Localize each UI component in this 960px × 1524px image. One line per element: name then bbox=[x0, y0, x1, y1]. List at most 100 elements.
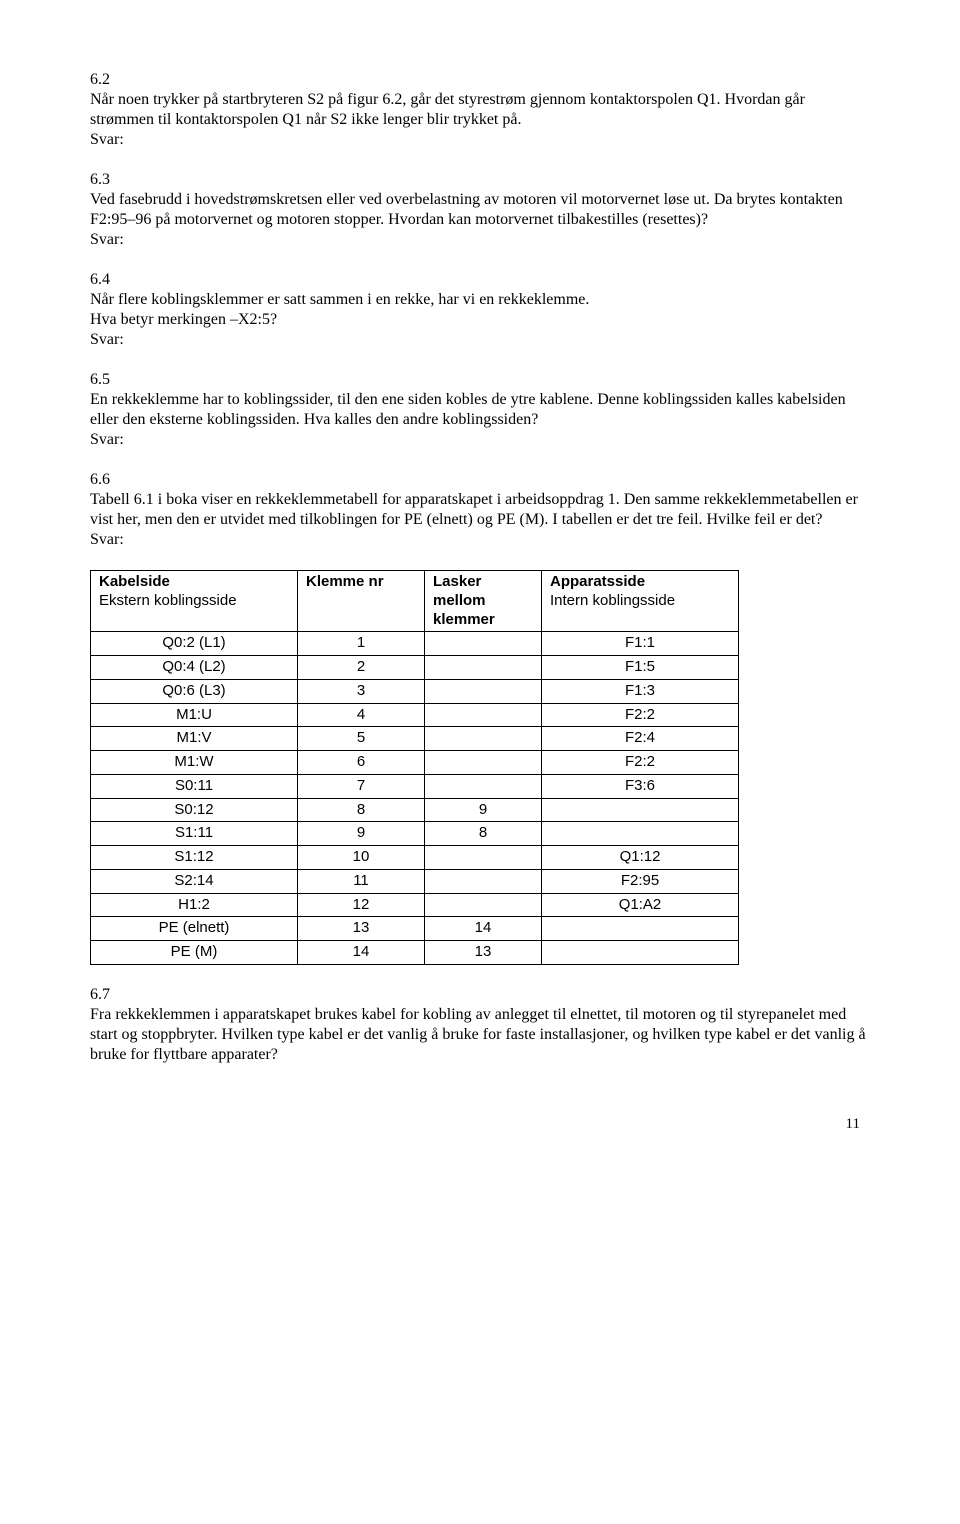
cell-apparat: F2:2 bbox=[542, 751, 739, 775]
cell-kabelside: Q0:6 (L3) bbox=[91, 679, 298, 703]
question-number: 6.5 bbox=[90, 370, 870, 390]
cell-klemme: 12 bbox=[298, 893, 425, 917]
question-6-3: 6.3 Ved fasebrudd i hovedstrømskretsen e… bbox=[90, 170, 870, 250]
question-number: 6.6 bbox=[90, 470, 870, 490]
cell-kabelside: Q0:2 (L1) bbox=[91, 632, 298, 656]
cell-apparat bbox=[542, 798, 739, 822]
cell-klemme: 8 bbox=[298, 798, 425, 822]
answer-label: Svar: bbox=[90, 430, 870, 450]
cell-kabelside: S1:11 bbox=[91, 822, 298, 846]
cell-lasker: 9 bbox=[425, 798, 542, 822]
question-number: 6.3 bbox=[90, 170, 870, 190]
cell-apparat: F1:5 bbox=[542, 656, 739, 680]
question-text: En rekkeklemme har to koblingssider, til… bbox=[90, 390, 870, 430]
cell-kabelside: Q0:4 (L2) bbox=[91, 656, 298, 680]
cell-apparat: F2:95 bbox=[542, 869, 739, 893]
table-body: Q0:2 (L1)1 F1:1 Q0:4 (L2)2 F1:5 Q0:6 (L3)3 F1… bbox=[91, 632, 739, 965]
cell-lasker: 13 bbox=[425, 941, 542, 965]
question-6-2: 6.2 Når noen trykker på startbryteren S2… bbox=[90, 70, 870, 150]
question-text-line1: Når flere koblingsklemmer er satt sammen… bbox=[90, 290, 870, 310]
header-apparat: Apparatsside bbox=[550, 573, 645, 590]
table-row: M1:U4 F2:2 bbox=[91, 703, 739, 727]
cell-lasker bbox=[425, 703, 542, 727]
question-text: Når noen trykker på startbryteren S2 på … bbox=[90, 90, 870, 130]
cell-klemme: 6 bbox=[298, 751, 425, 775]
cell-klemme: 3 bbox=[298, 679, 425, 703]
cell-klemme: 4 bbox=[298, 703, 425, 727]
table-row: Q0:6 (L3)3 F1:3 bbox=[91, 679, 739, 703]
col-header-lasker: Lasker mellom klemmer bbox=[425, 571, 542, 632]
answer-label: Svar: bbox=[90, 230, 870, 250]
rekkeklemme-table: Kabelside Ekstern koblingsside Klemme nr… bbox=[90, 570, 739, 965]
cell-lasker bbox=[425, 846, 542, 870]
cell-kabelside: PE (elnett) bbox=[91, 917, 298, 941]
cell-apparat: Q1:12 bbox=[542, 846, 739, 870]
col-header-apparat: Apparatsside Intern koblingsside bbox=[542, 571, 739, 632]
question-6-4: 6.4 Når flere koblingsklemmer er satt sa… bbox=[90, 270, 870, 350]
cell-kabelside: S0:12 bbox=[91, 798, 298, 822]
col-header-klemme: Klemme nr bbox=[298, 571, 425, 632]
table-row: S2:1411 F2:95 bbox=[91, 869, 739, 893]
cell-apparat bbox=[542, 822, 739, 846]
cell-lasker bbox=[425, 774, 542, 798]
cell-klemme: 1 bbox=[298, 632, 425, 656]
answer-label: Svar: bbox=[90, 530, 870, 550]
cell-klemme: 2 bbox=[298, 656, 425, 680]
cell-apparat bbox=[542, 941, 739, 965]
cell-kabelside: H1:2 bbox=[91, 893, 298, 917]
cell-lasker bbox=[425, 727, 542, 751]
cell-klemme: 14 bbox=[298, 941, 425, 965]
question-text: Fra rekkeklemmen i apparatskapet brukes … bbox=[90, 1005, 870, 1065]
cell-apparat: F1:1 bbox=[542, 632, 739, 656]
table-row: S1:1210 Q1:12 bbox=[91, 846, 739, 870]
table-row: H1:212 Q1:A2 bbox=[91, 893, 739, 917]
table-row: S1:1198 bbox=[91, 822, 739, 846]
question-number: 6.4 bbox=[90, 270, 870, 290]
question-text: Ved fasebrudd i hovedstrømskretsen eller… bbox=[90, 190, 870, 230]
page-number: 11 bbox=[90, 1115, 870, 1134]
cell-apparat bbox=[542, 917, 739, 941]
cell-lasker bbox=[425, 656, 542, 680]
cell-apparat: Q1:A2 bbox=[542, 893, 739, 917]
header-kabel-sub: Ekstern koblingsside bbox=[99, 592, 237, 609]
col-header-kabelside: Kabelside Ekstern koblingsside bbox=[91, 571, 298, 632]
cell-apparat: F2:2 bbox=[542, 703, 739, 727]
cell-kabelside: M1:W bbox=[91, 751, 298, 775]
header-apparat-sub: Intern koblingsside bbox=[550, 592, 675, 609]
cell-klemme: 11 bbox=[298, 869, 425, 893]
cell-lasker bbox=[425, 869, 542, 893]
cell-lasker bbox=[425, 893, 542, 917]
question-text-line2: Hva betyr merkingen –X2:5? bbox=[90, 310, 870, 330]
cell-kabelside: M1:U bbox=[91, 703, 298, 727]
table-row: M1:W6 F2:2 bbox=[91, 751, 739, 775]
cell-lasker bbox=[425, 751, 542, 775]
question-number: 6.7 bbox=[90, 985, 870, 1005]
cell-klemme: 9 bbox=[298, 822, 425, 846]
question-number: 6.2 bbox=[90, 70, 870, 90]
answer-label: Svar: bbox=[90, 330, 870, 350]
table-row: Q0:2 (L1)1 F1:1 bbox=[91, 632, 739, 656]
question-text: Tabell 6.1 i boka viser en rekkeklemmeta… bbox=[90, 490, 870, 530]
cell-lasker bbox=[425, 632, 542, 656]
table-row: PE (elnett)1314 bbox=[91, 917, 739, 941]
cell-apparat: F2:4 bbox=[542, 727, 739, 751]
cell-lasker bbox=[425, 679, 542, 703]
table-row: Q0:4 (L2)2 F1:5 bbox=[91, 656, 739, 680]
cell-kabelside: M1:V bbox=[91, 727, 298, 751]
question-6-5: 6.5 En rekkeklemme har to koblingssider,… bbox=[90, 370, 870, 450]
table-header-row: Kabelside Ekstern koblingsside Klemme nr… bbox=[91, 571, 739, 632]
cell-kabelside: S2:14 bbox=[91, 869, 298, 893]
question-6-6: 6.6 Tabell 6.1 i boka viser en rekkeklem… bbox=[90, 470, 870, 550]
cell-kabelside: S0:11 bbox=[91, 774, 298, 798]
cell-klemme: 10 bbox=[298, 846, 425, 870]
cell-lasker: 14 bbox=[425, 917, 542, 941]
cell-apparat: F3:6 bbox=[542, 774, 739, 798]
answer-label: Svar: bbox=[90, 130, 870, 150]
header-kabel: Kabelside bbox=[99, 573, 170, 590]
cell-kabelside: PE (M) bbox=[91, 941, 298, 965]
cell-klemme: 7 bbox=[298, 774, 425, 798]
cell-apparat: F1:3 bbox=[542, 679, 739, 703]
cell-kabelside: S1:12 bbox=[91, 846, 298, 870]
table-row: PE (M)1413 bbox=[91, 941, 739, 965]
table-row: S0:1289 bbox=[91, 798, 739, 822]
